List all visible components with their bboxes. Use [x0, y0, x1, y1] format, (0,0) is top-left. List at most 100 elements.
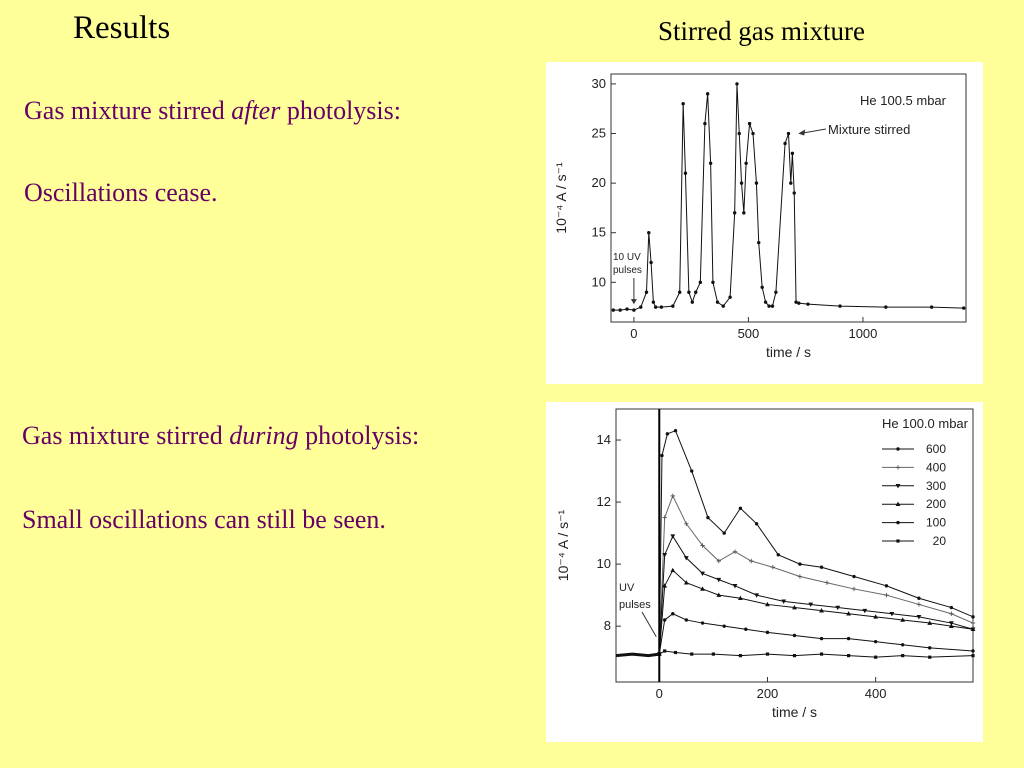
x-tick-label: 0 — [630, 326, 637, 341]
x-tick-label: 500 — [738, 326, 760, 341]
data-point — [684, 521, 689, 526]
annotation-uv-label-2: pulses — [619, 599, 651, 611]
legend-label: 200 — [926, 497, 946, 511]
data-point — [738, 654, 743, 658]
during-note: Small oscillations can still be seen. — [22, 505, 386, 534]
x-axis-label: time / s — [772, 704, 817, 720]
data-point — [851, 586, 857, 592]
legend-marker — [895, 465, 901, 470]
data-point — [716, 558, 721, 564]
legend-label: 20 — [933, 534, 947, 548]
data-point — [916, 615, 922, 620]
y-tick-label: 25 — [592, 126, 606, 141]
pre-pulse-baseline — [615, 652, 660, 658]
data-point — [681, 102, 685, 106]
data-point — [797, 574, 803, 579]
data-point — [754, 181, 759, 185]
annotation-arrowhead — [798, 129, 806, 136]
data-point — [662, 515, 667, 520]
data-point — [694, 290, 698, 294]
y-tick-label: 14 — [597, 432, 611, 447]
annotation-mixture-stirred: Mixture stirred — [828, 122, 910, 137]
data-point — [744, 627, 748, 631]
data-point — [765, 601, 770, 607]
data-point — [819, 636, 824, 641]
data-point — [744, 161, 748, 165]
legend-marker — [895, 501, 901, 506]
data-point — [754, 593, 760, 598]
chart-during: 0 200 400 8 10 12 14 time / s 10⁻⁴ A / s⁻¹ He 100… — [555, 408, 976, 720]
data-point — [862, 608, 868, 614]
data-point — [824, 580, 830, 585]
after-heading-post: photolysis: — [280, 96, 401, 125]
series-20 — [657, 649, 975, 659]
y-tick-label: 10 — [592, 274, 606, 289]
data-point — [873, 639, 878, 644]
series-line — [659, 650, 974, 658]
data-point — [770, 304, 775, 308]
data-point — [632, 308, 636, 312]
data-point — [705, 92, 710, 96]
data-point — [670, 567, 676, 573]
x-tick-label: 200 — [757, 686, 779, 701]
data-point — [644, 290, 649, 294]
data-point — [653, 305, 658, 309]
data-point — [732, 584, 738, 589]
data-point — [765, 652, 770, 656]
data-point — [819, 608, 824, 613]
data-point — [970, 620, 976, 626]
data-point — [735, 82, 739, 86]
data-point — [651, 300, 656, 304]
data-point — [852, 574, 856, 579]
data-point — [767, 304, 771, 308]
data-point — [700, 543, 705, 548]
chart-after-panel: 0 500 1000 10 15 20 25 30 time / s 10⁻⁴ A / s⁻¹ He… — [546, 62, 983, 384]
x-axis-label: time / s — [766, 344, 811, 360]
data-point — [929, 305, 934, 309]
plot-frame — [610, 73, 967, 323]
data-point — [789, 181, 793, 185]
data-point — [798, 562, 802, 566]
data-point — [819, 565, 824, 569]
data-point — [732, 211, 737, 215]
data-point — [683, 580, 689, 585]
data-point — [662, 553, 668, 558]
data-point — [737, 131, 741, 136]
data-point — [765, 630, 770, 635]
chart-title: He 100.5 mbar — [860, 93, 947, 108]
data-point — [916, 602, 922, 607]
legend-label: 600 — [926, 442, 946, 456]
data-point — [754, 522, 759, 526]
data-point — [708, 161, 713, 165]
series-line — [658, 494, 974, 655]
legend-label: 100 — [926, 516, 946, 530]
series-100 — [657, 612, 975, 656]
y-tick-label: 20 — [592, 175, 606, 190]
data-point — [751, 131, 755, 136]
data-point — [703, 121, 707, 126]
data-point — [948, 621, 954, 626]
y-tick-label: 15 — [592, 225, 606, 240]
series-line — [658, 613, 974, 655]
data-point — [711, 280, 715, 285]
series-200 — [656, 567, 976, 656]
data-point — [670, 493, 675, 499]
data-point — [792, 633, 797, 638]
data-point — [700, 621, 705, 625]
x-tick-label: 1000 — [848, 326, 877, 341]
legend-marker — [895, 484, 901, 489]
data-point — [949, 605, 954, 610]
slide-title: Results — [73, 10, 171, 46]
data-point — [715, 300, 720, 304]
data-point — [757, 240, 761, 245]
data-point — [722, 624, 726, 628]
during-heading-pre: Gas mixture stirred — [22, 421, 230, 450]
data-point — [690, 469, 694, 473]
data-point — [716, 577, 722, 583]
during-heading: Gas mixture stirred during photolysis: — [22, 421, 419, 451]
data-point — [917, 596, 921, 600]
y-axis-label: 10⁻⁴ A / s⁻¹ — [555, 509, 571, 581]
data-point — [673, 429, 678, 433]
data-point — [900, 617, 906, 622]
data-point — [819, 652, 824, 656]
